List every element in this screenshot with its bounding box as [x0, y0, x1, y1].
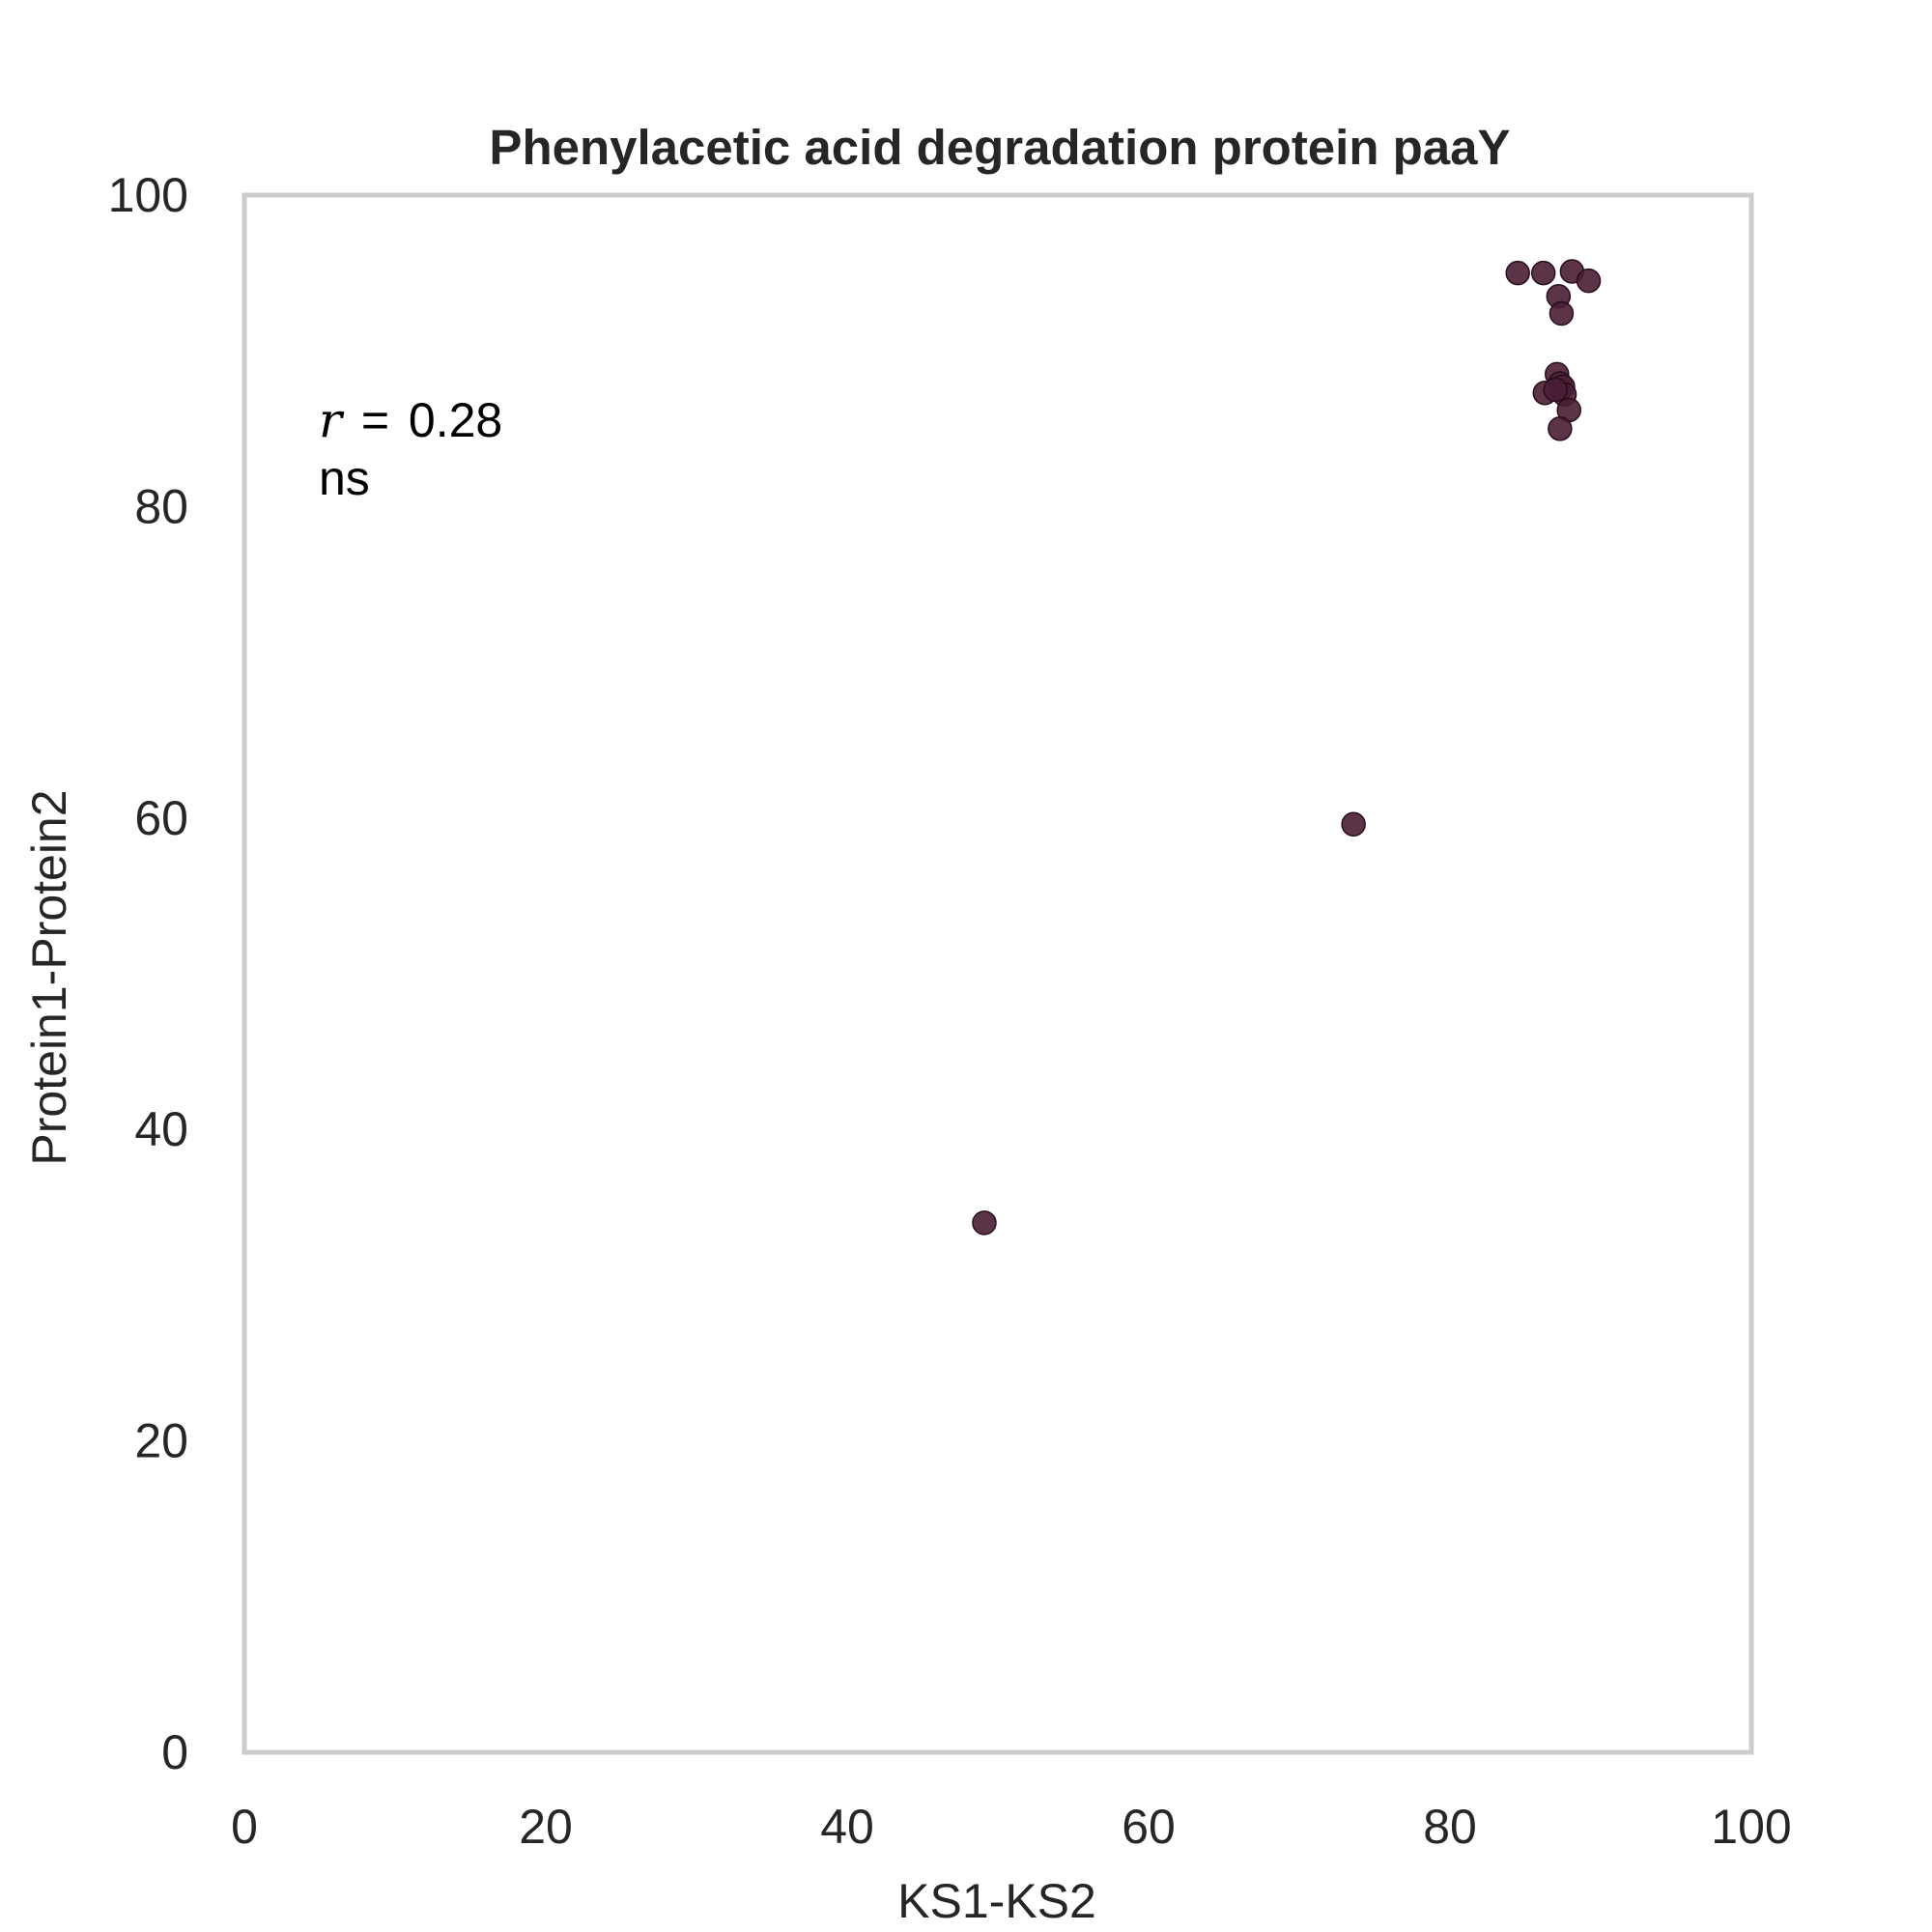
significance-label: ns	[319, 451, 370, 505]
r-value: 0.28	[409, 393, 502, 447]
y-tick-label: 40	[134, 1102, 188, 1156]
x-tick-label: 80	[1423, 1800, 1477, 1854]
x-tick-label: 40	[820, 1800, 874, 1854]
r-symbol: r	[319, 392, 345, 448]
chart-title: Phenylacetic acid degradation protein pa…	[489, 120, 1510, 175]
x-axis-label: KS1-KS2	[897, 1874, 1096, 1928]
y-axis-ticks: 0 20 40 60 80 100	[108, 168, 188, 1779]
y-tick-label: 20	[134, 1414, 188, 1468]
r-equals: =	[361, 393, 389, 447]
y-tick-label: 100	[108, 168, 188, 222]
correlation-annotation: r = 0.28 ns	[319, 392, 502, 505]
scatter-point	[1341, 811, 1366, 837]
x-axis-ticks: 0 20 40 60 80 100	[231, 1800, 1792, 1854]
x-tick-label: 100	[1711, 1800, 1791, 1854]
y-axis-label: Protein1-Protein2	[22, 789, 76, 1165]
y-tick-label: 0	[161, 1725, 188, 1779]
plot-frame	[242, 192, 1754, 1755]
x-tick-label: 20	[519, 1800, 573, 1854]
scatter-point	[1543, 377, 1568, 403]
data-points	[972, 259, 1602, 1236]
r-annotation: r = 0.28	[319, 392, 502, 448]
scatter-point	[972, 1210, 997, 1236]
x-tick-label: 0	[231, 1800, 258, 1854]
x-tick-label: 60	[1122, 1800, 1176, 1854]
y-tick-label: 80	[134, 479, 188, 533]
scatter-point	[1576, 268, 1602, 294]
scatter-point	[1548, 416, 1573, 441]
scatter-point	[1530, 260, 1556, 286]
scatter-point	[1505, 260, 1530, 286]
scatter-point	[1548, 300, 1575, 327]
y-tick-label: 60	[134, 791, 188, 845]
